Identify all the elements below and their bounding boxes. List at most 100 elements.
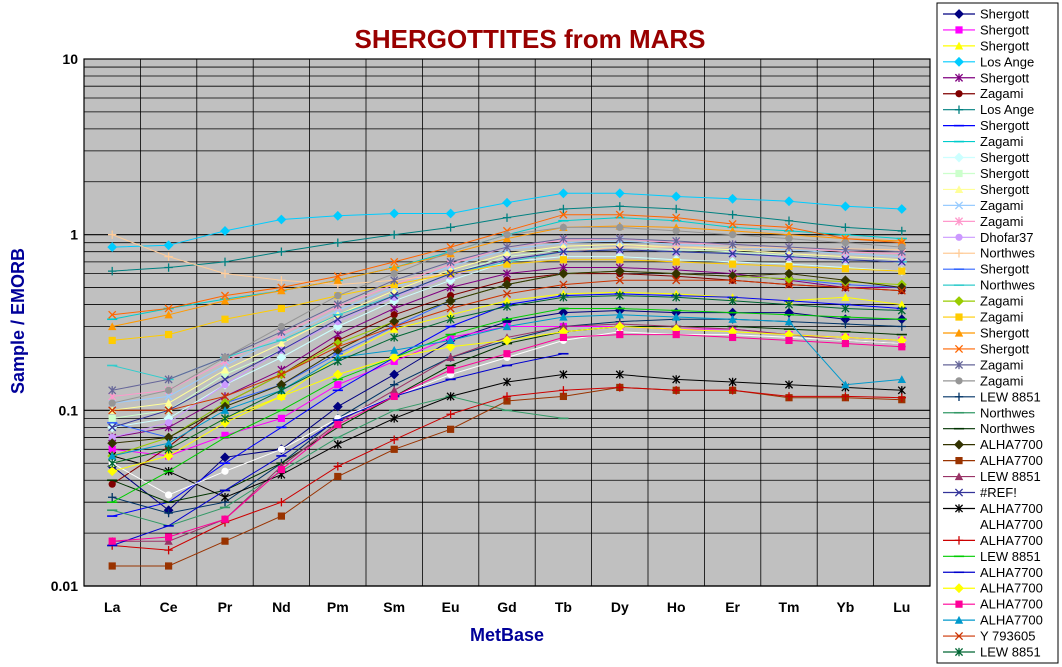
data-point (164, 310, 173, 319)
data-point (615, 210, 624, 219)
data-point (502, 377, 512, 387)
y-axis-title: Sample / EMORB (8, 248, 28, 394)
legend-label: ALHA7700 (980, 581, 1043, 596)
series-layer (107, 188, 907, 570)
series-32 (108, 370, 906, 502)
data-point (954, 249, 964, 258)
data-point (447, 248, 455, 256)
data-point (446, 304, 455, 313)
data-point (559, 312, 568, 321)
series-22 (108, 210, 906, 319)
legend-item: Northwes (943, 246, 1035, 261)
legend-label: Y 793605 (980, 629, 1035, 644)
data-point (276, 391, 287, 402)
legend-label: ALHA7700 (980, 533, 1043, 548)
legend-label: Northwes (980, 278, 1035, 293)
data-point (840, 275, 851, 286)
data-point (277, 512, 285, 520)
data-point (502, 302, 512, 311)
data-point (108, 266, 117, 276)
data-point (164, 263, 173, 272)
legend-label: ALHA7700 (980, 437, 1043, 452)
legend-item: Los Ange (943, 54, 1034, 69)
data-point (841, 265, 849, 273)
legend-label: Shergott (980, 118, 1030, 133)
data-point (784, 268, 794, 279)
data-point (841, 239, 850, 247)
data-point (220, 269, 230, 278)
legend-item: Shergott (943, 38, 1030, 53)
data-point (784, 252, 794, 261)
data-point (954, 105, 964, 114)
legend-label: Shergott (980, 22, 1030, 37)
data-point (277, 339, 286, 348)
series-39 (108, 310, 906, 460)
data-point (559, 234, 568, 243)
data-point (616, 256, 624, 264)
data-point (165, 330, 173, 339)
data-point (897, 286, 906, 295)
y-tick-label: 0.01 (51, 578, 78, 594)
legend-item: LEW 8851 (943, 389, 1041, 404)
data-point (954, 360, 964, 370)
plot-border (83, 58, 931, 587)
x-tick-label: Tb (555, 599, 572, 615)
data-point (616, 223, 624, 231)
legend-item: Zagami (943, 214, 1023, 229)
data-point (559, 204, 568, 214)
data-point (164, 445, 173, 454)
series-31 (108, 245, 906, 432)
data-point (841, 255, 850, 264)
data-point (671, 191, 682, 202)
data-point (502, 392, 512, 401)
data-point (954, 41, 964, 50)
data-point (390, 322, 399, 331)
data-point (390, 291, 399, 300)
legend-label: ALHA7700 (980, 597, 1043, 612)
data-point (559, 241, 568, 250)
data-point (164, 392, 173, 401)
data-point (108, 386, 117, 395)
data-point (390, 286, 399, 295)
data-point (333, 315, 342, 324)
legend-item: Zagami (943, 198, 1023, 213)
data-point (108, 230, 117, 239)
data-point (502, 289, 512, 298)
y-axis-ticks: 10 1 0.1 0.01 (51, 51, 78, 594)
data-point (220, 392, 230, 401)
data-point (502, 213, 512, 222)
data-point (446, 353, 455, 362)
data-point (672, 247, 681, 256)
data-point (445, 275, 456, 286)
data-point (390, 435, 399, 444)
data-point (107, 438, 118, 449)
series-36 (107, 352, 569, 547)
data-point (955, 90, 963, 98)
data-point (164, 406, 173, 415)
data-point (671, 268, 682, 279)
legend-label: LEW 8851 (980, 389, 1041, 404)
legend-item: LEW 8851 (943, 549, 1041, 564)
data-point (277, 286, 286, 295)
legend-label: Shergott (980, 341, 1030, 356)
legend-item: ALHA7700 (943, 597, 1043, 612)
legend-label: Zagami (980, 373, 1023, 388)
data-point (672, 236, 681, 246)
data-point (784, 223, 794, 232)
data-point (445, 295, 456, 306)
legend-item: Zagami (943, 86, 1023, 101)
data-point (277, 283, 286, 292)
legend-item: Shergott (943, 341, 1030, 356)
data-point (390, 333, 399, 342)
data-point (559, 210, 568, 219)
data-point (841, 304, 850, 313)
data-point (954, 344, 964, 354)
data-point (390, 311, 398, 319)
data-point (164, 508, 173, 518)
x-axis-ticks: La Ce Pr Nd Pm Sm Eu Gd Tb Dy Ho Er Tm Yb Lu (104, 599, 910, 615)
data-point (954, 504, 964, 513)
series-24 (108, 223, 906, 407)
legend-item: Zagami (943, 310, 1023, 325)
data-point (784, 392, 794, 401)
data-point (390, 324, 399, 333)
